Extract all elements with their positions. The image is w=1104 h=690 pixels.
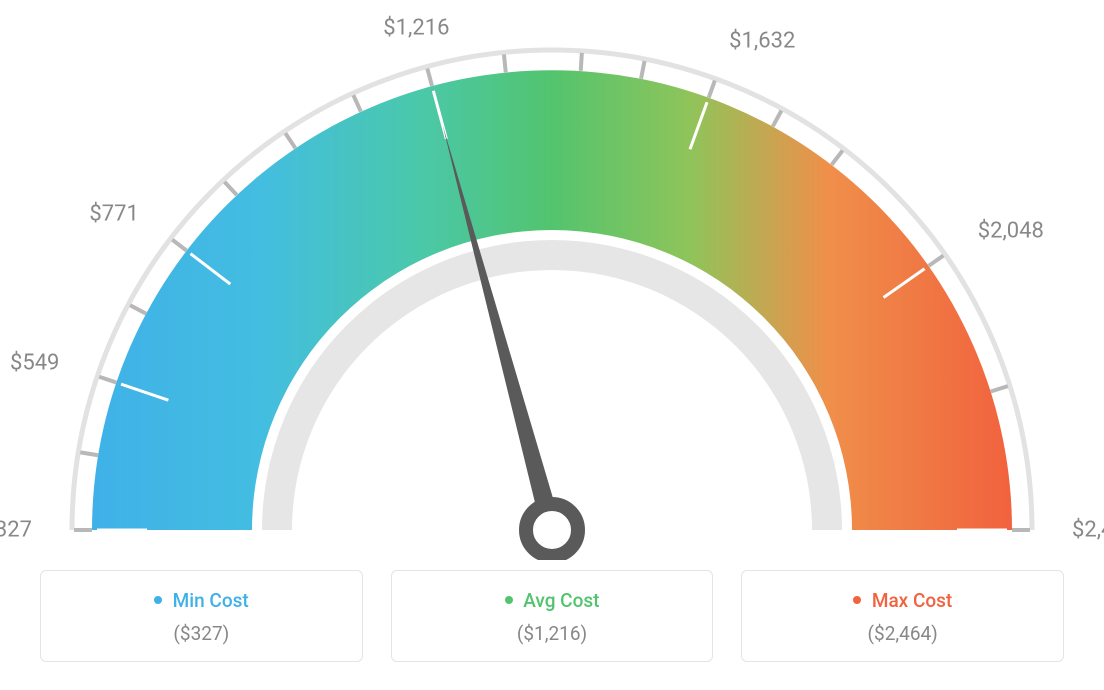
gauge-tick-label: $549 — [10, 351, 59, 376]
legend-card-avg: Avg Cost ($1,216) — [391, 570, 714, 662]
legend-dot-max — [853, 596, 861, 604]
gauge-chart: $327 $549 $771 $1,216 $1,632 $2,048 $2,464 — [0, 0, 1104, 560]
legend-card-min: Min Cost ($327) — [40, 570, 363, 662]
legend-value-max: ($2,464) — [752, 622, 1053, 645]
gauge-tick-label: $327 — [0, 518, 32, 543]
gauge-tick-label: $1,216 — [383, 15, 449, 40]
legend-title-text-max: Max Cost — [872, 589, 952, 612]
legend-value-min: ($327) — [51, 622, 352, 645]
legend-value-avg: ($1,216) — [402, 622, 703, 645]
gauge-svg — [0, 0, 1104, 560]
legend-title-text-avg: Avg Cost — [523, 589, 599, 612]
gauge-tick-label: $2,048 — [978, 219, 1044, 244]
legend-title-min: Min Cost — [51, 589, 352, 612]
gauge-tick-label: $771 — [89, 202, 138, 227]
gauge-tick-label: $2,464 — [1072, 518, 1104, 543]
legend-dot-min — [154, 596, 162, 604]
legend-row: Min Cost ($327) Avg Cost ($1,216) Max Co… — [0, 570, 1104, 662]
legend-title-avg: Avg Cost — [402, 589, 703, 612]
gauge-tick-label: $1,632 — [729, 29, 795, 54]
legend-title-text-min: Min Cost — [173, 589, 249, 612]
legend-card-max: Max Cost ($2,464) — [741, 570, 1064, 662]
legend-dot-avg — [505, 596, 513, 604]
legend-title-max: Max Cost — [752, 589, 1053, 612]
